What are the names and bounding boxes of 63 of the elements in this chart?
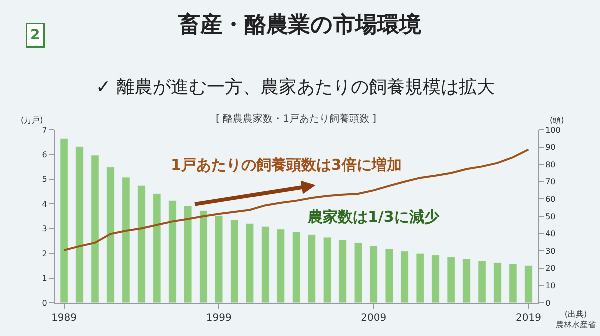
bar [60, 138, 68, 303]
bar [370, 246, 378, 303]
bar [138, 185, 146, 303]
x-tick-label: 1989 [52, 313, 78, 324]
bar [509, 264, 518, 303]
y2-tick-label: 40 [546, 230, 556, 239]
bar [323, 237, 332, 303]
bar [214, 216, 224, 303]
bar [447, 257, 456, 303]
bar [478, 260, 486, 303]
x-tick-label: 1999 [206, 313, 232, 324]
x-tick-label: 2019 [516, 313, 542, 324]
bar [462, 259, 471, 303]
y2-tick-label: 30 [546, 246, 556, 256]
y2-tick-label: 70 [546, 178, 556, 187]
y-tick-label: 4 [42, 200, 48, 209]
bar [122, 177, 130, 303]
y-tick-label: 2 [42, 249, 48, 258]
bar [494, 262, 502, 303]
y-tick-label: 5 [42, 175, 48, 184]
y2-axis-title: (頭) [550, 116, 564, 125]
bar [354, 242, 363, 303]
y2-tick-label: 90 [546, 143, 556, 152]
annotation: 農家数は1/3に減少 [307, 208, 440, 226]
y2-tick-label: 50 [546, 212, 556, 222]
y2-tick-label: 80 [546, 160, 556, 170]
y2-tick-label: 100 [546, 126, 561, 135]
y2-tick-label: 20 [546, 264, 556, 274]
y-tick-label: 7 [42, 126, 48, 135]
bar [416, 253, 424, 303]
y2-tick-label: 60 [546, 195, 556, 204]
bar [184, 206, 192, 303]
y-tick-label: 0 [42, 298, 48, 308]
y-tick-label: 6 [42, 150, 48, 160]
y-axis-title: (万戸) [21, 116, 44, 125]
bar [524, 265, 533, 303]
bar [153, 194, 162, 303]
chart-title: 畜産・酪農業の市場環境 [178, 12, 422, 38]
y2-tick-label: 10 [546, 282, 556, 290]
chart-subtitle: ✓ 離農が進む一方、農家あたりの飼養規模は拡大 [96, 77, 495, 98]
bar [400, 251, 409, 303]
bar [261, 226, 270, 303]
x-tick-label: 2009 [361, 313, 387, 324]
bar [106, 167, 115, 303]
annotation: 1戸あたりの飼養頭数は3倍に増加 [171, 156, 402, 174]
bar [308, 234, 316, 303]
text: [ 酪農農家数・1戸あたり飼養頭数 ] [216, 113, 377, 125]
line-series [63, 148, 530, 252]
y-tick-label: 1 [42, 274, 48, 284]
text: (出典) 農林水産省 [556, 310, 596, 330]
bar [230, 220, 239, 303]
bar [338, 240, 348, 303]
bar [91, 155, 100, 303]
bar [246, 223, 254, 303]
bar [168, 200, 177, 303]
bar [276, 229, 286, 303]
y-tick-label: 3 [42, 224, 48, 234]
bar [432, 255, 440, 303]
bar [385, 248, 394, 303]
bar [76, 146, 84, 303]
bar [292, 232, 301, 303]
bar [200, 210, 208, 303]
y2-tick-label: 0 [546, 298, 551, 308]
